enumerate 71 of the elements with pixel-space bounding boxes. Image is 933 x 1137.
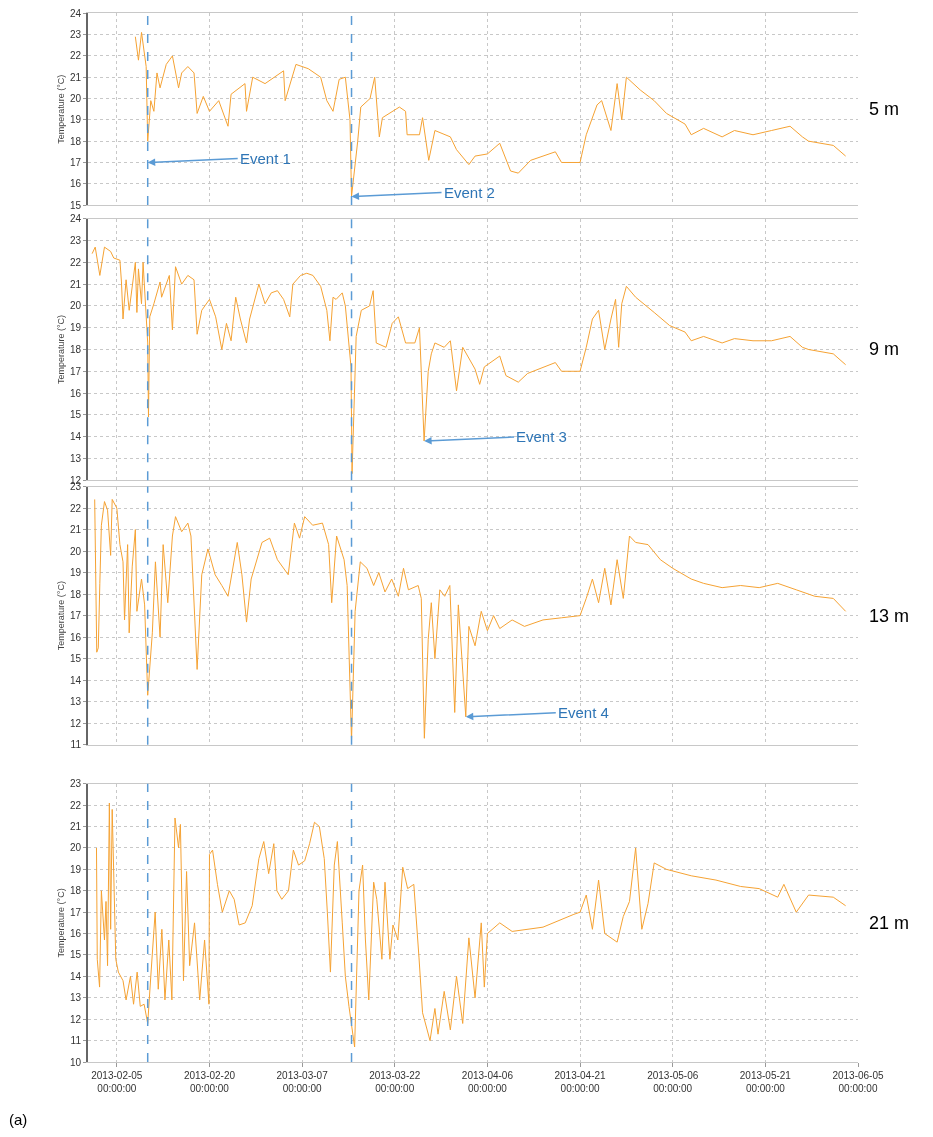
text: (a) <box>9 1111 28 1128</box>
y-tick-label: 13 <box>69 452 82 464</box>
annotation: Event 4 <box>558 704 609 721</box>
y-tick-label: 19 <box>69 863 82 875</box>
x-tick-label: 2013-05-21 00:00:00 <box>739 1070 792 1094</box>
y-tick-label: 18 <box>69 588 82 600</box>
text: 9 m <box>869 339 900 359</box>
y-tick-label: 22 <box>69 799 82 811</box>
y-tick-label: 24 <box>69 7 82 19</box>
y-tick-label: 21 <box>69 278 82 290</box>
y-tick-label: 23 <box>69 235 82 247</box>
y-tick-label: 15 <box>69 409 82 421</box>
x-tick-label: 2013-04-21 00:00:00 <box>554 1070 607 1094</box>
annotation: Event 3 <box>516 428 567 445</box>
y-tick-label: 17 <box>69 610 82 622</box>
x-tick-label: 2013-06-05 00:00:00 <box>832 1070 885 1094</box>
y-tick-label: 22 <box>69 256 82 268</box>
y-tick-label: 11 <box>70 1035 82 1047</box>
y-axis-title: Temperature (°C) <box>55 314 66 385</box>
y-tick-label: 22 <box>69 502 82 514</box>
y-tick-label: 20 <box>69 545 82 557</box>
x-tick-label: 2013-02-05 00:00:00 <box>91 1070 143 1094</box>
y-tick-label: 20 <box>69 300 82 312</box>
text: 13 m <box>869 606 910 626</box>
text: 21 m <box>869 913 910 933</box>
y-tick-label: 16 <box>69 631 82 643</box>
y-tick-label: 15 <box>69 653 82 665</box>
x-tick-label: 2013-03-07 00:00:00 <box>276 1070 329 1094</box>
annotation: Event 1 <box>240 150 291 167</box>
y-tick-label: 19 <box>69 322 82 334</box>
y-axis-title: Temperature (°C) <box>55 581 66 651</box>
x-tick-label: 2013-05-06 00:00:00 <box>647 1070 699 1094</box>
y-tick-label: 23 <box>69 778 82 790</box>
y-tick-label: 24 <box>69 213 82 225</box>
y-tick-label: 21 <box>69 524 82 536</box>
y-tick-label: 19 <box>69 567 82 579</box>
y-tick-label: 20 <box>69 842 82 854</box>
x-tick-label: 2013-04-06 00:00:00 <box>461 1070 514 1094</box>
y-tick-label: 23 <box>69 29 82 41</box>
annotation: Event 2 <box>444 184 495 201</box>
y-tick-label: 16 <box>69 178 82 190</box>
y-tick-label: 15 <box>69 949 82 961</box>
y-axis-title: Temperature (°C) <box>55 74 66 144</box>
y-tick-label: 13 <box>69 992 82 1004</box>
x-tick-label: 2013-02-20 00:00:00 <box>183 1070 236 1094</box>
y-tick-label: 11 <box>70 739 82 751</box>
y-tick-label: 18 <box>69 135 82 147</box>
y-tick-label: 15 <box>69 199 82 211</box>
y-tick-label: 21 <box>69 821 82 833</box>
y-tick-label: 12 <box>69 1013 82 1025</box>
y-tick-label: 19 <box>69 114 82 126</box>
y-tick-label: 14 <box>69 674 82 686</box>
text: 5 m <box>869 99 900 119</box>
y-tick-label: 17 <box>69 156 82 168</box>
y-tick-label: 20 <box>69 93 82 105</box>
y-tick-label: 18 <box>69 885 82 897</box>
y-tick-label: 14 <box>69 431 82 443</box>
y-tick-label: 21 <box>69 71 82 83</box>
x-tick-label: 2013-03-22 00:00:00 <box>369 1070 421 1094</box>
y-tick-label: 23 <box>69 481 82 493</box>
y-tick-label: 22 <box>69 50 82 62</box>
y-tick-label: 12 <box>69 717 82 729</box>
y-tick-label: 10 <box>69 1056 82 1068</box>
y-tick-label: 18 <box>69 344 82 355</box>
y-tick-label: 13 <box>69 696 82 708</box>
y-axis-title: Temperature (°C) <box>55 888 66 958</box>
y-tick-label: 17 <box>69 906 82 918</box>
y-tick-label: 16 <box>69 387 82 399</box>
y-tick-label: 14 <box>69 970 82 982</box>
y-tick-label: 16 <box>69 928 82 940</box>
y-tick-label: 17 <box>69 365 82 377</box>
